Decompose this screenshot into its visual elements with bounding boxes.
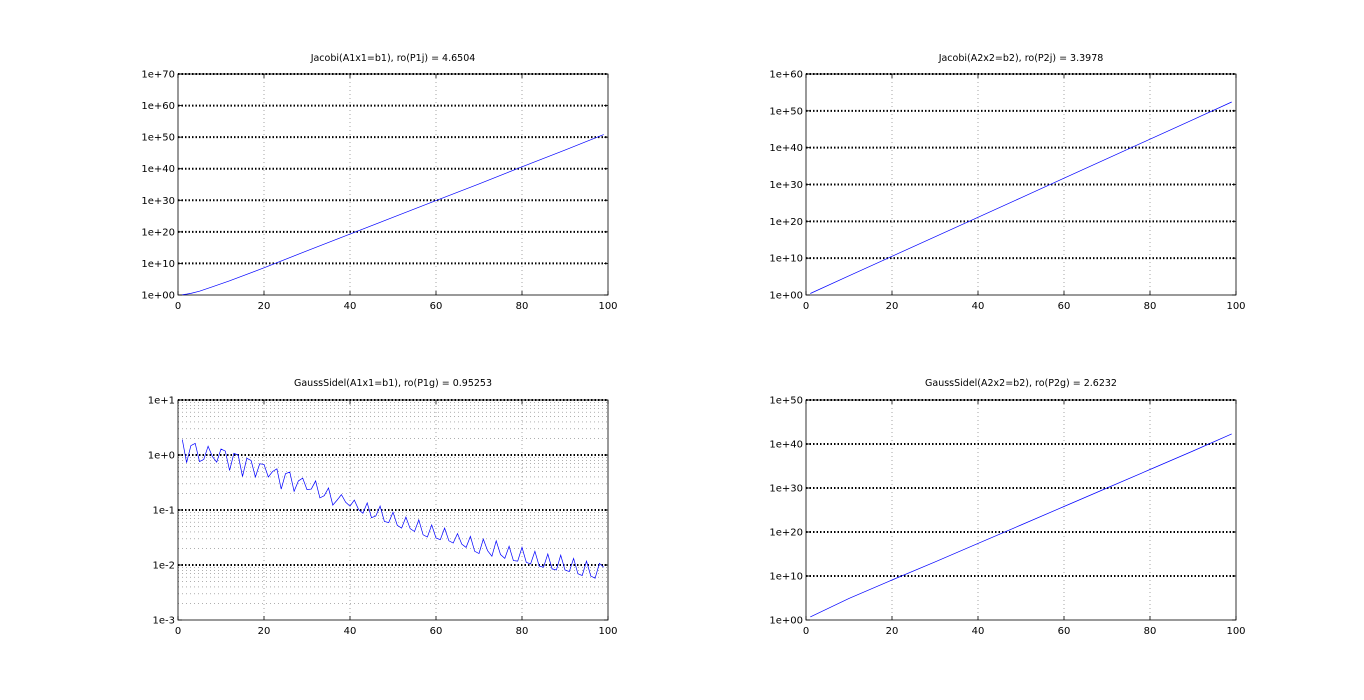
series-lines [182,134,604,296]
y-tick-label: 1e+20 [769,217,803,228]
y-tick-label: 1e+1 [148,396,175,407]
plot-title: Jacobi(A1x1=b1), ro(P1j) = 4.6504 [310,53,476,64]
subplot-gausssidel-a2: GaussSidel(A2x2=b2), ro(P2g) = 2.6232 0 2… [769,378,1245,637]
y-tick-label: 1e-2 [153,561,176,572]
axes-frame [805,399,1237,621]
y-tick-label: 1e+40 [769,440,803,451]
plot-title: GaussSidel(A2x2=b2), ro(P2g) = 2.6232 [925,378,1117,389]
y-tick-label: 1e+20 [769,528,803,539]
y-tick-label: 1e+50 [769,106,803,117]
x-tick-label: 40 [344,626,357,637]
axes-box [805,399,1237,621]
axes-frame [177,73,609,296]
x-tick-labels: 0 20 40 60 80 100 [803,626,1246,637]
subplot-gausssidel-a1: GaussSidel(A1x1=b1), ro(P1g) = 0.95253 0… [148,378,618,637]
x-tick-label: 60 [430,301,443,312]
plot-area [178,74,608,295]
x-tick-label: 0 [175,301,181,312]
x-tick-label: 100 [598,626,617,637]
x-tick-label: 60 [1058,626,1071,637]
y-tick-label: 1e+0 [148,451,175,462]
x-tick-labels: 0 20 40 60 80 100 [175,301,618,312]
x-tick-label: 60 [430,626,443,637]
y-tick-label: 1e+00 [769,616,803,627]
series-lines [810,101,1232,294]
y-tick-label: 1e+10 [141,259,175,270]
x-tick-label: 80 [516,301,529,312]
x-tick-label: 80 [1144,626,1157,637]
x-tick-label: 0 [803,626,809,637]
x-tick-label: 20 [886,301,899,312]
plot-title: GaussSidel(A1x1=b1), ro(P1g) = 0.95253 [294,378,492,389]
x-tick-label: 40 [344,301,357,312]
x-tick-label: 80 [516,626,529,637]
ticks [177,399,609,621]
y-tick-labels: 1e+00 1e+10 1e+20 1e+30 1e+40 1e+50 1e+60 1e+70 [141,70,175,302]
x-tick-label: 40 [972,301,985,312]
y-tick-labels: 1e+00 1e+10 1e+20 1e+30 1e+40 1e+50 1e+60 [769,70,803,302]
x-tick-label: 60 [1058,301,1071,312]
y-tick-label: 1e+40 [769,143,803,154]
x-tick-labels: 0 20 40 60 80 100 [803,301,1246,312]
x-tick-label: 80 [1144,301,1157,312]
ticks [805,399,1237,621]
series-line [810,433,1232,618]
x-tick-label: 100 [1226,626,1245,637]
subplot-jacobi-a2: Jacobi(A2x2=b2), ro(P2j) = 3.3978 0 20 40 6… [769,53,1245,312]
x-tick-label: 20 [886,626,899,637]
plot-area [806,400,1236,620]
series-line [182,134,604,296]
y-tick-label: 1e+00 [141,291,175,302]
y-tick-label: 1e+20 [141,227,175,238]
ticks [177,73,609,296]
x-tick-label: 20 [258,301,271,312]
y-tick-labels: 1e-3 1e-2 1e-1 1e+0 1e+1 [148,396,175,627]
y-tick-label: 1e+00 [769,291,803,302]
series-line [181,439,604,579]
axes-box [177,73,609,296]
x-tick-label: 0 [803,301,809,312]
ticks [805,73,1237,296]
y-tick-label: 1e+30 [769,484,803,495]
x-tick-label: 40 [972,626,985,637]
x-tick-labels: 0 20 40 60 80 100 [175,626,618,637]
y-tick-labels: 1e+00 1e+10 1e+20 1e+30 1e+40 1e+50 [769,396,803,627]
y-tick-label: 1e+30 [141,196,175,207]
plot-title: Jacobi(A2x2=b2), ro(P2j) = 3.3978 [938,53,1104,64]
y-tick-label: 1e+60 [769,70,803,81]
y-tick-label: 1e+70 [141,70,175,81]
y-tick-label: 1e+60 [141,101,175,112]
y-tick-label: 1e-3 [153,616,176,627]
x-tick-label: 20 [258,626,271,637]
y-tick-label: 1e+40 [141,164,175,175]
series-lines [181,439,604,579]
subplot-jacobi-a1: Jacobi(A1x1=b1), ro(P1j) = 4.6504 0 20 40 6… [141,53,617,312]
y-tick-label: 1e-1 [153,506,176,517]
x-tick-label: 100 [1226,301,1245,312]
series-lines [810,433,1232,618]
y-tick-label: 1e+50 [141,133,175,144]
y-tick-label: 1e+50 [769,396,803,407]
series-line [810,101,1232,294]
y-tick-label: 1e+10 [769,572,803,583]
y-tick-label: 1e+30 [769,180,803,191]
x-tick-label: 100 [598,301,617,312]
y-tick-label: 1e+10 [769,254,803,265]
x-tick-label: 0 [175,626,181,637]
